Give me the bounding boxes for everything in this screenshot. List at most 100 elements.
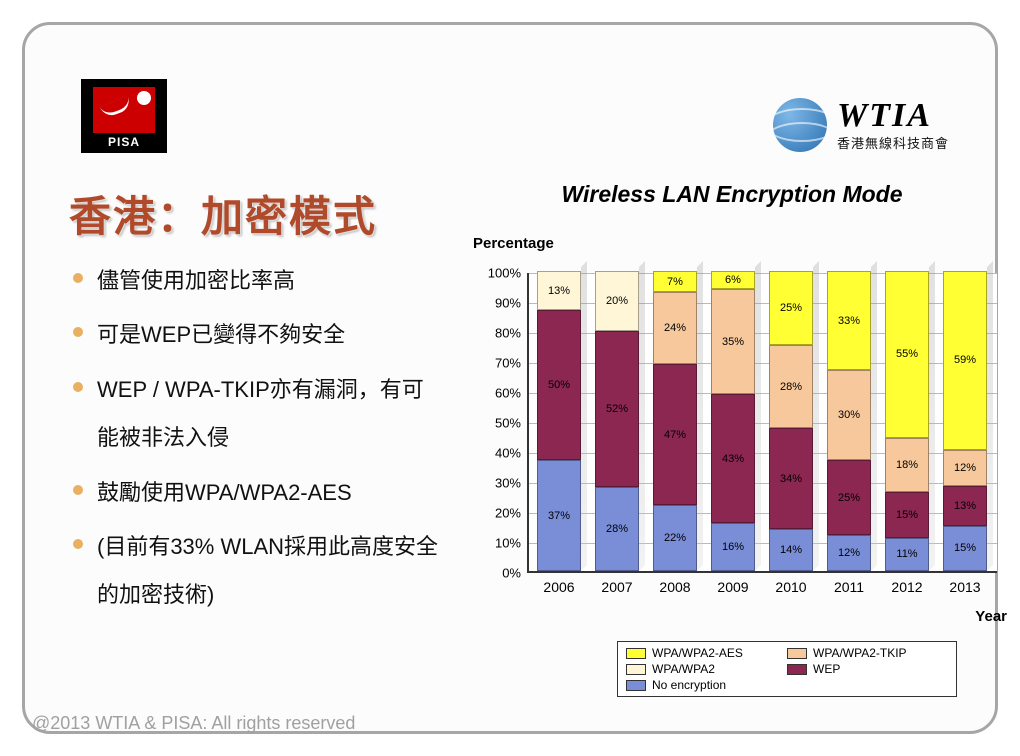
pisa-graphic xyxy=(93,87,155,133)
bar-segment-wpa_aes: 25% xyxy=(769,271,813,345)
bullet-item: 可是WEP已變得不夠安全 xyxy=(69,311,439,359)
legend-item-wpa_wpa2: WPA/WPA2 xyxy=(626,662,787,676)
bar-group: 16%43%35%6% xyxy=(711,271,755,571)
bar-segment-label: 7% xyxy=(654,276,696,288)
pisa-logo-label: PISA xyxy=(108,135,140,149)
x-tick-label: 2012 xyxy=(879,571,935,595)
bar-segment-label: 28% xyxy=(770,381,812,393)
bar-segment-label: 22% xyxy=(654,532,696,544)
wtia-text: WTIA 香港無線科技商會 xyxy=(837,97,949,152)
bullet-item: 鼓勵使用WPA/WPA2-AES xyxy=(69,469,439,517)
bar-segment-label: 52% xyxy=(596,403,638,415)
wtia-title: WTIA xyxy=(837,97,949,135)
bar-group: 11%15%18%55% xyxy=(885,271,929,571)
bar-group: 15%13%12%59% xyxy=(943,271,987,571)
bar-segment-label: 25% xyxy=(770,302,812,314)
bar-segment-wpa_tkip: 18% xyxy=(885,438,929,493)
legend-swatch xyxy=(787,664,807,675)
bar-segment-no_encryption: 28% xyxy=(595,487,639,571)
slide-title: 香港：加密模式 xyxy=(69,183,377,244)
bar-segment-label: 24% xyxy=(654,322,696,334)
wtia-subtitle: 香港無線科技商會 xyxy=(837,133,949,152)
chart-legend: WPA/WPA2-AES WPA/WPA2-TKIP WPA/WPA2 WEP No e… xyxy=(617,641,957,697)
y-tick-label: 40% xyxy=(477,446,529,461)
bar-segment-label: 13% xyxy=(538,285,580,297)
bar-shadow xyxy=(581,261,587,571)
legend-item-wpa_aes: WPA/WPA2-AES xyxy=(626,646,787,660)
y-tick-label: 0% xyxy=(477,566,529,581)
bullet-item: WEP / WPA-TKIP亦有漏洞，有可能被非法入侵 xyxy=(69,366,439,463)
legend-label: WEP xyxy=(813,662,840,676)
y-axis-label: Percentage xyxy=(473,235,554,252)
bar-segment-label: 28% xyxy=(596,523,638,535)
bar-segment-label: 33% xyxy=(828,315,870,327)
bar-segment-wep: 13% xyxy=(943,486,987,525)
bar-segment-wpa_tkip: 28% xyxy=(769,345,813,428)
bar-segment-wpa_tkip: 30% xyxy=(827,370,871,460)
bar-segment-wep: 15% xyxy=(885,492,929,537)
bar-group: 37% 50% 13% xyxy=(537,271,581,571)
bar-segment-label: 35% xyxy=(712,336,754,348)
bar-segment-label: 20% xyxy=(596,295,638,307)
y-tick-label: 80% xyxy=(477,326,529,341)
bar-group: 12% 25% 30% 33% xyxy=(827,271,871,571)
globe-icon xyxy=(773,98,827,152)
bar-segment-wep: 34% xyxy=(769,428,813,529)
bar-segment-label: 30% xyxy=(828,409,870,421)
bar-segment-label: 15% xyxy=(886,509,928,521)
y-tick-label: 100% xyxy=(477,266,529,281)
bar-segment-wep: 47% xyxy=(653,364,697,505)
bar-segment-wpa_tkip: 12% xyxy=(943,450,987,486)
bar-segment-no_encryption: 12% xyxy=(827,535,871,571)
x-tick-label: 2013 xyxy=(937,571,993,595)
bar-segment-wpa_wpa2: 13% xyxy=(537,271,581,310)
legend-swatch xyxy=(787,648,807,659)
y-tick-label: 30% xyxy=(477,476,529,491)
bar-segment-wpa_aes: 55% xyxy=(885,271,929,438)
y-tick-label: 90% xyxy=(477,296,529,311)
bar-segment-wpa_tkip: 35% xyxy=(711,289,755,394)
legend-item-wpa_tkip: WPA/WPA2-TKIP xyxy=(787,646,948,660)
bar-segment-label: 37% xyxy=(538,510,580,522)
bar-shadow xyxy=(871,261,877,571)
y-tick-label: 50% xyxy=(477,416,529,431)
slide-frame: PISA WTIA 香港無線科技商會 香港：加密模式 儘管使用加密比率高可是WE… xyxy=(22,22,998,734)
bar-segment-label: 6% xyxy=(712,274,754,286)
bar-segment-wep: 25% xyxy=(827,460,871,535)
bar-segment-wpa_aes: 7% xyxy=(653,271,697,292)
bar-segment-label: 12% xyxy=(828,547,870,559)
bar-segment-wep: 52% xyxy=(595,331,639,487)
x-axis-label: Year xyxy=(975,608,1007,625)
bar-group: 14%34%28%25% xyxy=(769,271,813,571)
bar-shadow xyxy=(755,261,761,571)
x-tick-label: 2006 xyxy=(531,571,587,595)
bar-segment-wep: 50% xyxy=(537,310,581,460)
legend-swatch xyxy=(626,648,646,659)
bullet-item: 儘管使用加密比率高 xyxy=(69,257,439,305)
bar-shadow xyxy=(987,261,993,571)
legend-item-no_encryption: No encryption xyxy=(626,678,787,692)
y-tick-label: 20% xyxy=(477,506,529,521)
bar-segment-label: 18% xyxy=(886,459,928,471)
bar-segment-label: 12% xyxy=(944,462,986,474)
bar-shadow xyxy=(639,261,645,571)
legend-swatch xyxy=(626,664,646,675)
legend-swatch xyxy=(626,680,646,691)
legend-label: WPA/WPA2-AES xyxy=(652,646,743,660)
legend-label: No encryption xyxy=(652,678,726,692)
legend-label: WPA/WPA2 xyxy=(652,662,715,676)
bar-segment-no_encryption: 22% xyxy=(653,505,697,571)
logo-row: PISA WTIA 香港無線科技商會 xyxy=(81,79,989,157)
bar-segment-no_encryption: 37% xyxy=(537,460,581,571)
bullet-item: (目前有33% WLAN採用此高度安全的加密技術) xyxy=(69,523,439,620)
x-tick-label: 2011 xyxy=(821,571,877,595)
x-tick-label: 2007 xyxy=(589,571,645,595)
bar-segment-wpa_wpa2: 20% xyxy=(595,271,639,331)
bar-shadow xyxy=(929,261,935,571)
bar-segment-label: 15% xyxy=(944,542,986,554)
bar-segment-no_encryption: 16% xyxy=(711,523,755,571)
bar-shadow xyxy=(813,261,819,571)
bar-segment-label: 13% xyxy=(944,500,986,512)
bar-group: 28% 52% 20% xyxy=(595,271,639,571)
wtia-logo: WTIA 香港無線科技商會 xyxy=(773,97,949,152)
